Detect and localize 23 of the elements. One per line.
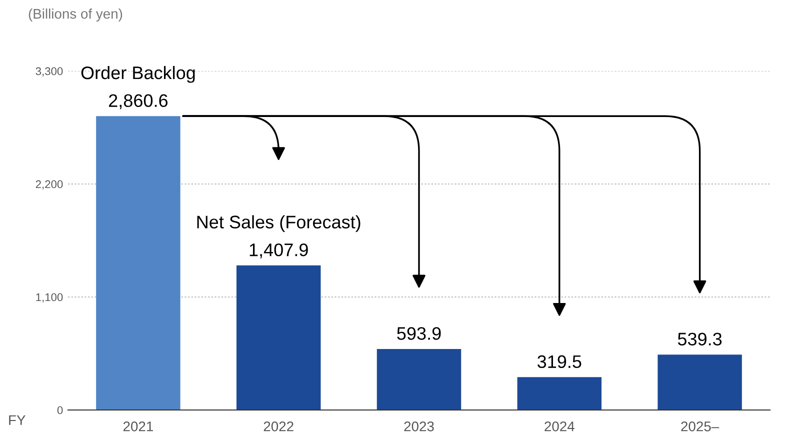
annotation: Net Sales (Forecast) (197, 215, 360, 232)
bar (658, 354, 742, 410)
x-tick-label: 2022 (264, 421, 294, 432)
data-label: 1,407.9 (250, 243, 308, 258)
bar (96, 116, 180, 410)
x-tick-label: 2025– (681, 421, 720, 432)
x-tick-label: 2024 (544, 421, 574, 432)
y-axis-title: (Billions of yen) (28, 8, 122, 22)
bar (517, 377, 602, 410)
y-tick-label: 3,300 (36, 67, 63, 76)
x-tick-label: 2021 (123, 421, 153, 432)
y-tick-label: 0 (57, 406, 63, 414)
x-axis-title: FY (9, 415, 26, 425)
y-tick-label: 2,200 (36, 180, 63, 190)
data-label: 539.3 (678, 332, 722, 346)
data-label: 593.9 (397, 327, 441, 340)
data-label: 319.5 (538, 355, 582, 368)
annotation: Order Backlog (81, 66, 195, 83)
bar (236, 265, 321, 410)
x-tick-label: 2023 (404, 421, 434, 432)
data-label: 2,860.6 (108, 94, 168, 110)
bar (376, 348, 462, 410)
y-tick-label: 1,100 (36, 293, 63, 302)
